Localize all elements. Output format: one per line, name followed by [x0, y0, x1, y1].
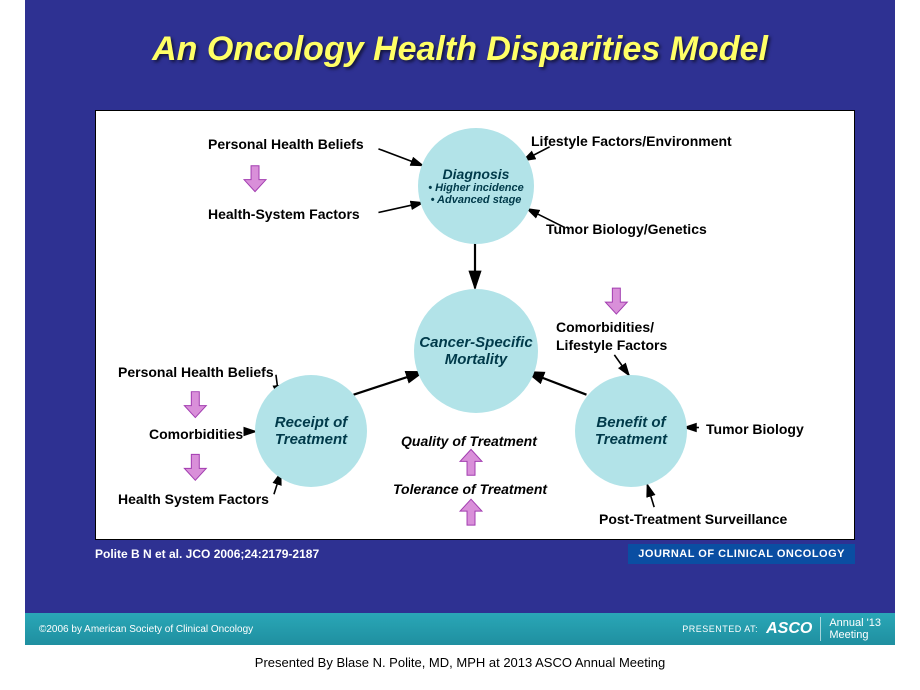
slide-title: An Oncology Health Disparities Model	[25, 30, 895, 69]
node-receipt: Receipt of Treatment	[255, 375, 367, 487]
lbl-comorb1: Comorbidities/	[556, 319, 654, 335]
lbl-hsf-top: Health-System Factors	[208, 206, 360, 222]
lbl-phb-top: Personal Health Beliefs	[208, 136, 364, 152]
lbl-comorb-left: Comorbidities	[149, 426, 243, 442]
node-mortality: Cancer-Specific Mortality	[414, 289, 538, 413]
journal-badge: JOURNAL OF CLINICAL ONCOLOGY	[628, 544, 855, 564]
annual-meeting: Annual '13 Meeting	[820, 617, 881, 641]
diagram-box: Diagnosis • Higher incidence • Advanced …	[95, 110, 855, 540]
lbl-hsf-left: Health System Factors	[118, 491, 269, 507]
lbl-tumor-bio-gen: Tumor Biology/Genetics	[546, 221, 707, 237]
asco-logo-text: ASCO	[766, 620, 812, 638]
lbl-phb-left: Personal Health Beliefs	[118, 364, 274, 380]
node-diagnosis: Diagnosis • Higher incidence • Advanced …	[418, 128, 534, 244]
footer-bar: ©2006 by American Society of Clinical On…	[25, 613, 895, 645]
caption-text: Presented By Blase N. Polite, MD, MPH at…	[0, 655, 920, 670]
presented-label: PRESENTED AT:	[682, 624, 758, 634]
copyright-text: ©2006 by American Society of Clinical On…	[39, 624, 253, 635]
presented-block: PRESENTED AT: ASCO Annual '13 Meeting	[682, 617, 881, 641]
lbl-tumor-bio: Tumor Biology	[706, 421, 804, 437]
slide-frame: An Oncology Health Disparities Model	[25, 0, 895, 645]
lbl-lifestyle-env: Lifestyle Factors/Environment	[531, 133, 732, 149]
citation-text: Polite B N et al. JCO 2006;24:2179-2187	[95, 547, 319, 561]
lbl-tolerance: Tolerance of Treatment	[393, 481, 547, 497]
lbl-post-treatment: Post-Treatment Surveillance	[599, 511, 787, 527]
lbl-comorb2: Lifestyle Factors	[556, 337, 667, 353]
lbl-quality: Quality of Treatment	[401, 433, 537, 449]
node-benefit: Benefit of Treatment	[575, 375, 687, 487]
